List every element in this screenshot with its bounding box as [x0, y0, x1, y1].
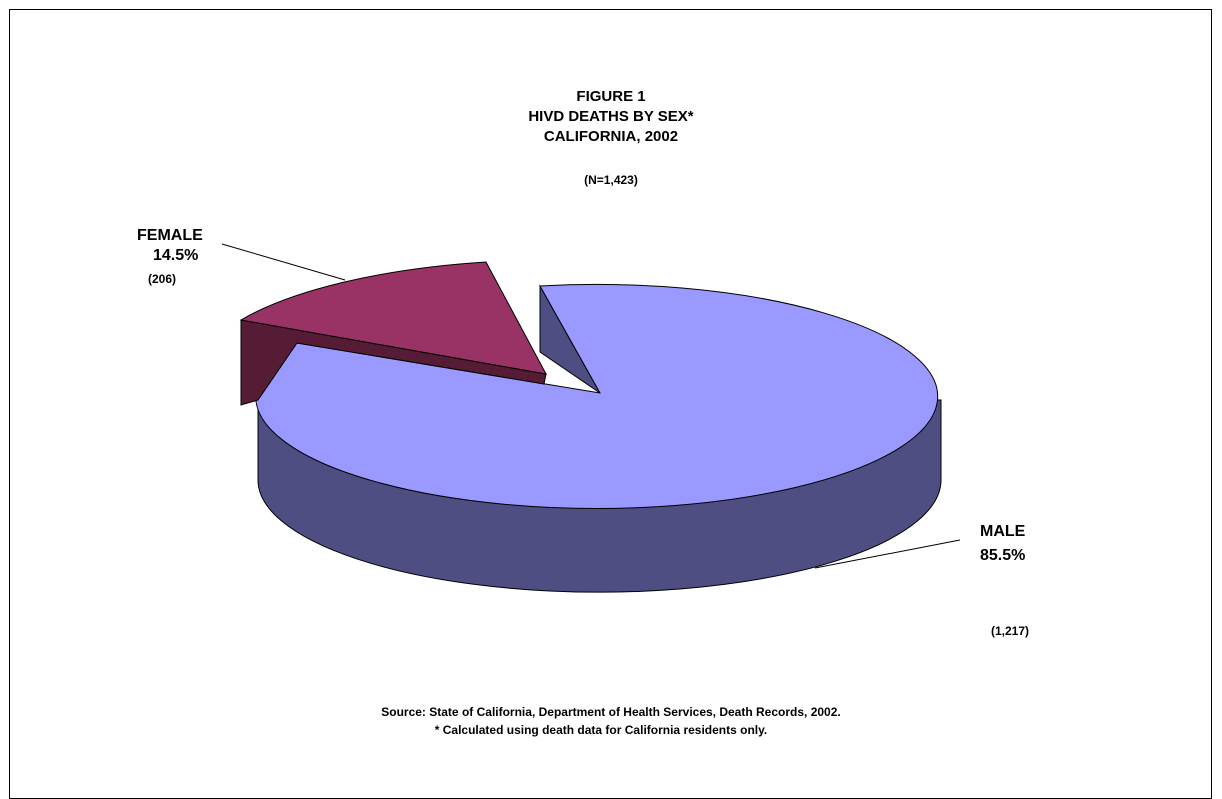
female-leader-line	[221, 243, 346, 281]
male-slice	[255, 283, 939, 509]
total-count-label: (N=1,423)	[584, 173, 638, 187]
female-slice	[239, 261, 547, 375]
male-count-label: (1,217)	[991, 624, 1030, 638]
chart-title-line-2: HIVD DEATHS BY SEX*	[528, 108, 694, 125]
chart-title-line-3: CALIFORNIA, 2002	[543, 128, 679, 145]
female-label: FEMALE	[137, 227, 203, 244]
female-percent-label: 14.5%	[153, 247, 199, 264]
footnote-asterisk: * Calculated using death data for Califo…	[434, 723, 768, 737]
chart-title-line-1: FIGURE 1	[576, 88, 646, 105]
male-leader-line	[814, 539, 961, 569]
source-note: Source: State of California, Department …	[381, 705, 841, 719]
pie-chart	[221, 243, 961, 593]
male-label: MALE	[980, 523, 1026, 540]
male-percent-label: 85.5%	[980, 547, 1026, 564]
female-count-label: (206)	[148, 272, 177, 286]
